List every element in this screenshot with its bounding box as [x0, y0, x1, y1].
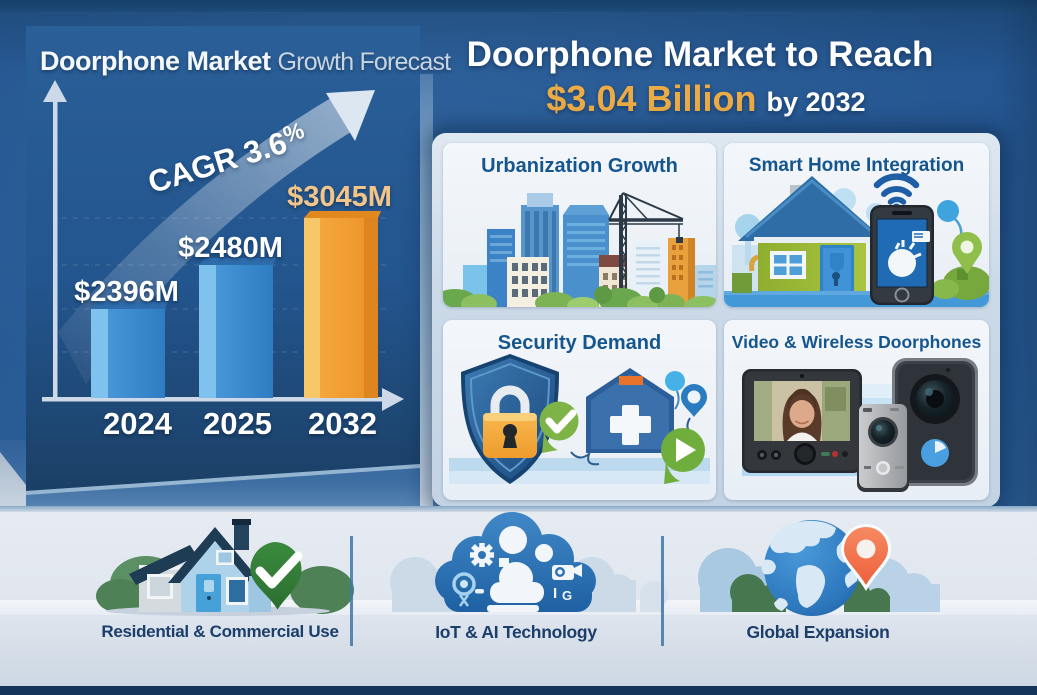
svg-text:I: I [553, 585, 557, 602]
svg-text:G: G [562, 588, 572, 603]
